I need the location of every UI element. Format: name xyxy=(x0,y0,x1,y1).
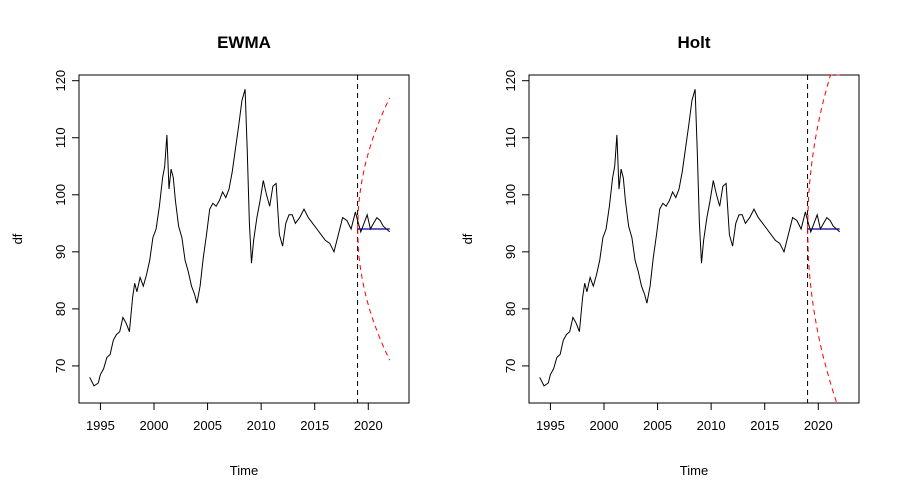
x-axis-label: Time xyxy=(680,463,708,478)
y-tick-label: 80 xyxy=(53,302,68,316)
y-tick-label: 70 xyxy=(503,359,518,373)
y-tick-label: 110 xyxy=(53,127,68,148)
y-axis: 70 80 90 100 110 120 xyxy=(503,70,529,373)
y-tick-label: 90 xyxy=(53,245,68,259)
series-lower-bound-line xyxy=(807,228,840,404)
chart-title: EWMA xyxy=(217,33,271,52)
x-tick-label: 2005 xyxy=(643,418,672,433)
panel-ewma: EWMA 1995 2000 2005 2010 2015 2020 70 80 90 100 1… xyxy=(10,33,410,478)
panel-holt: Holt 1995 2000 2005 2010 2015 2020 70 80 90 100 1… xyxy=(460,33,860,478)
x-tick-label: 2010 xyxy=(247,418,276,433)
series-upper-bound-line xyxy=(807,74,840,230)
x-axis: 1995 2000 2005 2010 2015 2020 xyxy=(86,403,383,433)
series-lower-bound-line xyxy=(357,228,391,361)
x-axis-label: Time xyxy=(230,463,258,478)
y-tick-label: 120 xyxy=(53,70,68,92)
y-tick-label: 120 xyxy=(503,70,518,92)
y-axis-label: df xyxy=(460,233,475,244)
plot-frame xyxy=(78,74,410,404)
x-tick-label: 2005 xyxy=(193,418,222,433)
y-tick-label: 100 xyxy=(503,184,518,206)
chart-title: Holt xyxy=(677,33,710,52)
x-tick-label: 2010 xyxy=(697,418,726,433)
series-upper-bound-line xyxy=(357,97,391,230)
x-axis: 1995 2000 2005 2010 2015 2020 xyxy=(536,403,833,433)
y-tick-label: 100 xyxy=(53,184,68,206)
x-tick-label: 2020 xyxy=(354,418,383,433)
y-tick-label: 70 xyxy=(53,359,68,373)
plot-frame xyxy=(528,74,860,404)
x-tick-label: 2020 xyxy=(804,418,833,433)
x-tick-label: 1995 xyxy=(86,418,115,433)
x-tick-label: 1995 xyxy=(536,418,565,433)
x-tick-label: 2015 xyxy=(300,418,329,433)
series-observed-line xyxy=(89,89,391,387)
x-tick-label: 2000 xyxy=(140,418,169,433)
y-axis-label: df xyxy=(10,233,25,244)
y-axis: 70 80 90 100 110 120 xyxy=(53,70,79,373)
series-observed-line xyxy=(539,89,841,387)
y-tick-label: 110 xyxy=(503,127,518,148)
x-tick-label: 2000 xyxy=(590,418,619,433)
plot-marks xyxy=(89,75,391,403)
y-tick-label: 80 xyxy=(503,302,518,316)
x-tick-label: 2015 xyxy=(750,418,779,433)
y-tick-label: 90 xyxy=(503,245,518,259)
plot-marks xyxy=(539,74,841,404)
